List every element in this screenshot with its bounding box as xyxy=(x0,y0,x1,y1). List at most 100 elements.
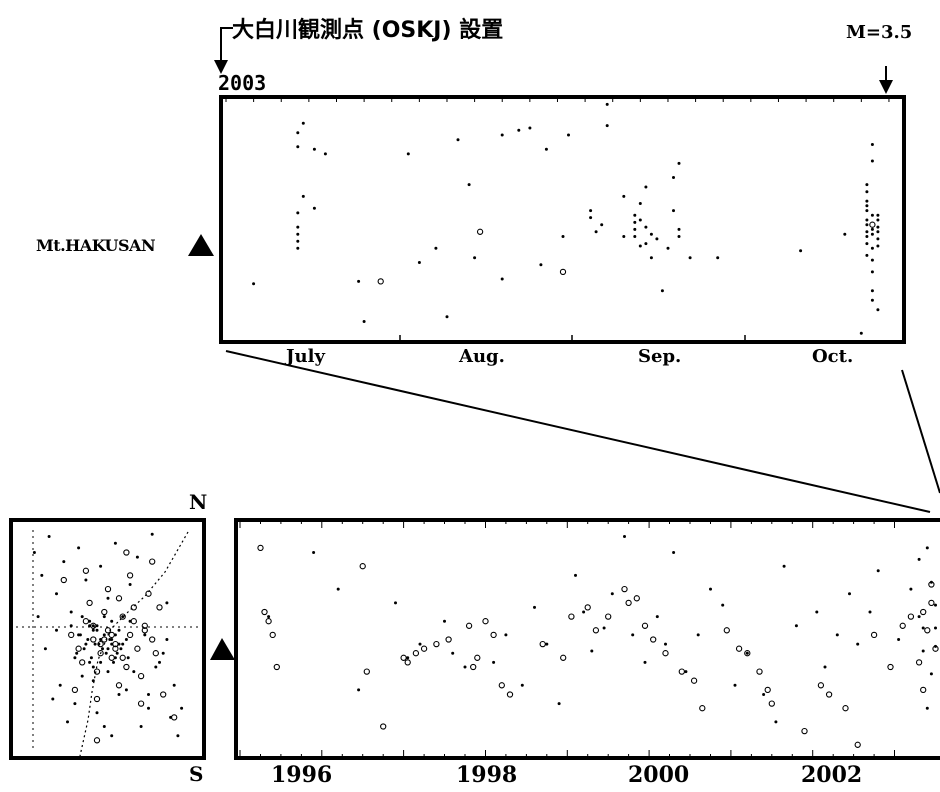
event-circle-mark xyxy=(130,604,137,611)
event-circle-mark xyxy=(412,650,420,657)
event-dot-mark xyxy=(557,702,561,706)
event-dot-mark xyxy=(589,216,593,220)
bottom-axis-ticks xyxy=(239,520,895,758)
event-dot-mark xyxy=(99,564,103,568)
event-dot-mark xyxy=(870,270,874,274)
event-circle-mark xyxy=(470,663,477,671)
event-circle-mark xyxy=(756,668,763,675)
event-dot-mark xyxy=(574,573,577,577)
event-circle-mark xyxy=(141,622,148,629)
event-dot-mark xyxy=(921,626,925,630)
event-circle-mark xyxy=(568,613,575,620)
bottom-event-marks xyxy=(257,535,939,748)
event-dot-mark xyxy=(473,256,477,260)
tick-label-1996: 1996 xyxy=(271,762,333,788)
event-circle-mark xyxy=(723,627,730,634)
event-dot-mark xyxy=(605,124,609,128)
event-dot-mark xyxy=(605,102,609,106)
event-dot-mark xyxy=(925,546,929,550)
event-circle-mark xyxy=(101,636,108,643)
event-dot-mark xyxy=(102,615,106,619)
event-circle-mark xyxy=(825,691,833,698)
event-circle-mark xyxy=(123,549,130,556)
volcano-triangle-top xyxy=(188,234,214,256)
event-dot-mark xyxy=(336,587,340,591)
event-dot-mark xyxy=(117,693,121,696)
top-axis-ticks xyxy=(225,97,890,344)
event-dot-mark xyxy=(58,683,62,687)
event-dot-mark xyxy=(296,145,300,149)
event-dot-mark xyxy=(492,660,496,664)
event-dot-mark xyxy=(323,152,327,156)
event-circle-mark xyxy=(870,631,878,639)
event-dot-mark xyxy=(301,121,305,125)
event-dot-mark xyxy=(165,638,169,641)
event-circle-mark xyxy=(621,585,628,593)
event-circle-mark xyxy=(126,572,134,579)
event-dot-mark xyxy=(865,209,869,213)
event-dot-mark xyxy=(55,592,58,596)
event-dot-mark xyxy=(644,185,648,189)
map-boundary-line xyxy=(79,531,189,757)
event-dot-mark xyxy=(106,596,110,600)
event-circle-mark xyxy=(86,599,93,607)
event-dot-mark xyxy=(666,246,670,250)
event-dot-mark xyxy=(633,220,637,224)
event-dot-mark xyxy=(451,651,455,655)
event-dot-mark xyxy=(312,551,316,554)
event-circle-mark xyxy=(126,631,134,639)
event-circle-mark xyxy=(380,723,387,730)
event-dot-mark xyxy=(897,638,901,641)
volcano-triangle-bottom xyxy=(210,638,235,660)
event-dot-mark xyxy=(86,638,90,641)
event-dot-mark xyxy=(418,642,422,646)
event-circle-mark xyxy=(465,622,473,629)
event-dot-mark xyxy=(47,535,51,538)
event-dot-mark xyxy=(91,628,95,632)
event-dot-mark xyxy=(91,665,95,669)
bottom-panel-frame xyxy=(234,518,940,760)
event-circle-mark xyxy=(744,650,751,657)
event-dot-mark xyxy=(115,651,119,655)
event-dot-mark xyxy=(633,235,637,238)
event-circle-mark xyxy=(920,686,927,694)
event-circle-mark xyxy=(932,645,939,652)
event-dot-mark xyxy=(539,263,543,267)
event-dot-mark xyxy=(112,660,115,664)
event-circle-mark xyxy=(433,640,440,648)
event-dot-mark xyxy=(154,665,158,669)
event-dot-mark xyxy=(835,633,839,637)
event-dot-mark xyxy=(870,258,874,262)
event-dot-mark xyxy=(132,670,136,674)
event-circle-mark xyxy=(141,627,148,634)
event-dot-mark xyxy=(733,683,737,687)
event-dot-mark xyxy=(865,253,869,257)
event-dot-mark xyxy=(139,725,143,728)
event-dot-mark xyxy=(406,656,410,660)
event-dot-mark xyxy=(643,660,647,664)
event-circle-mark xyxy=(261,608,268,616)
event-circle-mark xyxy=(377,278,384,285)
event-dot-mark xyxy=(161,651,165,655)
event-dot-mark xyxy=(520,683,524,687)
event-dot-mark xyxy=(135,555,139,559)
event-dot-mark xyxy=(865,223,869,227)
event-circle-mark xyxy=(678,668,685,675)
event-dot-mark xyxy=(870,232,874,236)
event-circle-mark xyxy=(768,700,775,707)
event-dot-mark xyxy=(500,133,504,137)
event-dot-mark xyxy=(101,647,104,651)
event-dot-mark xyxy=(69,610,73,614)
event-circle-mark xyxy=(498,682,505,689)
event-circle-mark xyxy=(641,622,649,629)
event-circle-mark xyxy=(137,672,145,680)
event-circle-mark xyxy=(71,686,79,694)
installation-arrow xyxy=(220,27,233,62)
event-circle-mark xyxy=(93,695,101,703)
event-circle-mark xyxy=(152,650,159,657)
event-circle-mark xyxy=(82,567,90,574)
event-dot-mark xyxy=(80,615,84,619)
event-circle-mark xyxy=(842,705,849,712)
event-dot-mark xyxy=(32,551,36,554)
event-dot-mark xyxy=(865,218,869,222)
